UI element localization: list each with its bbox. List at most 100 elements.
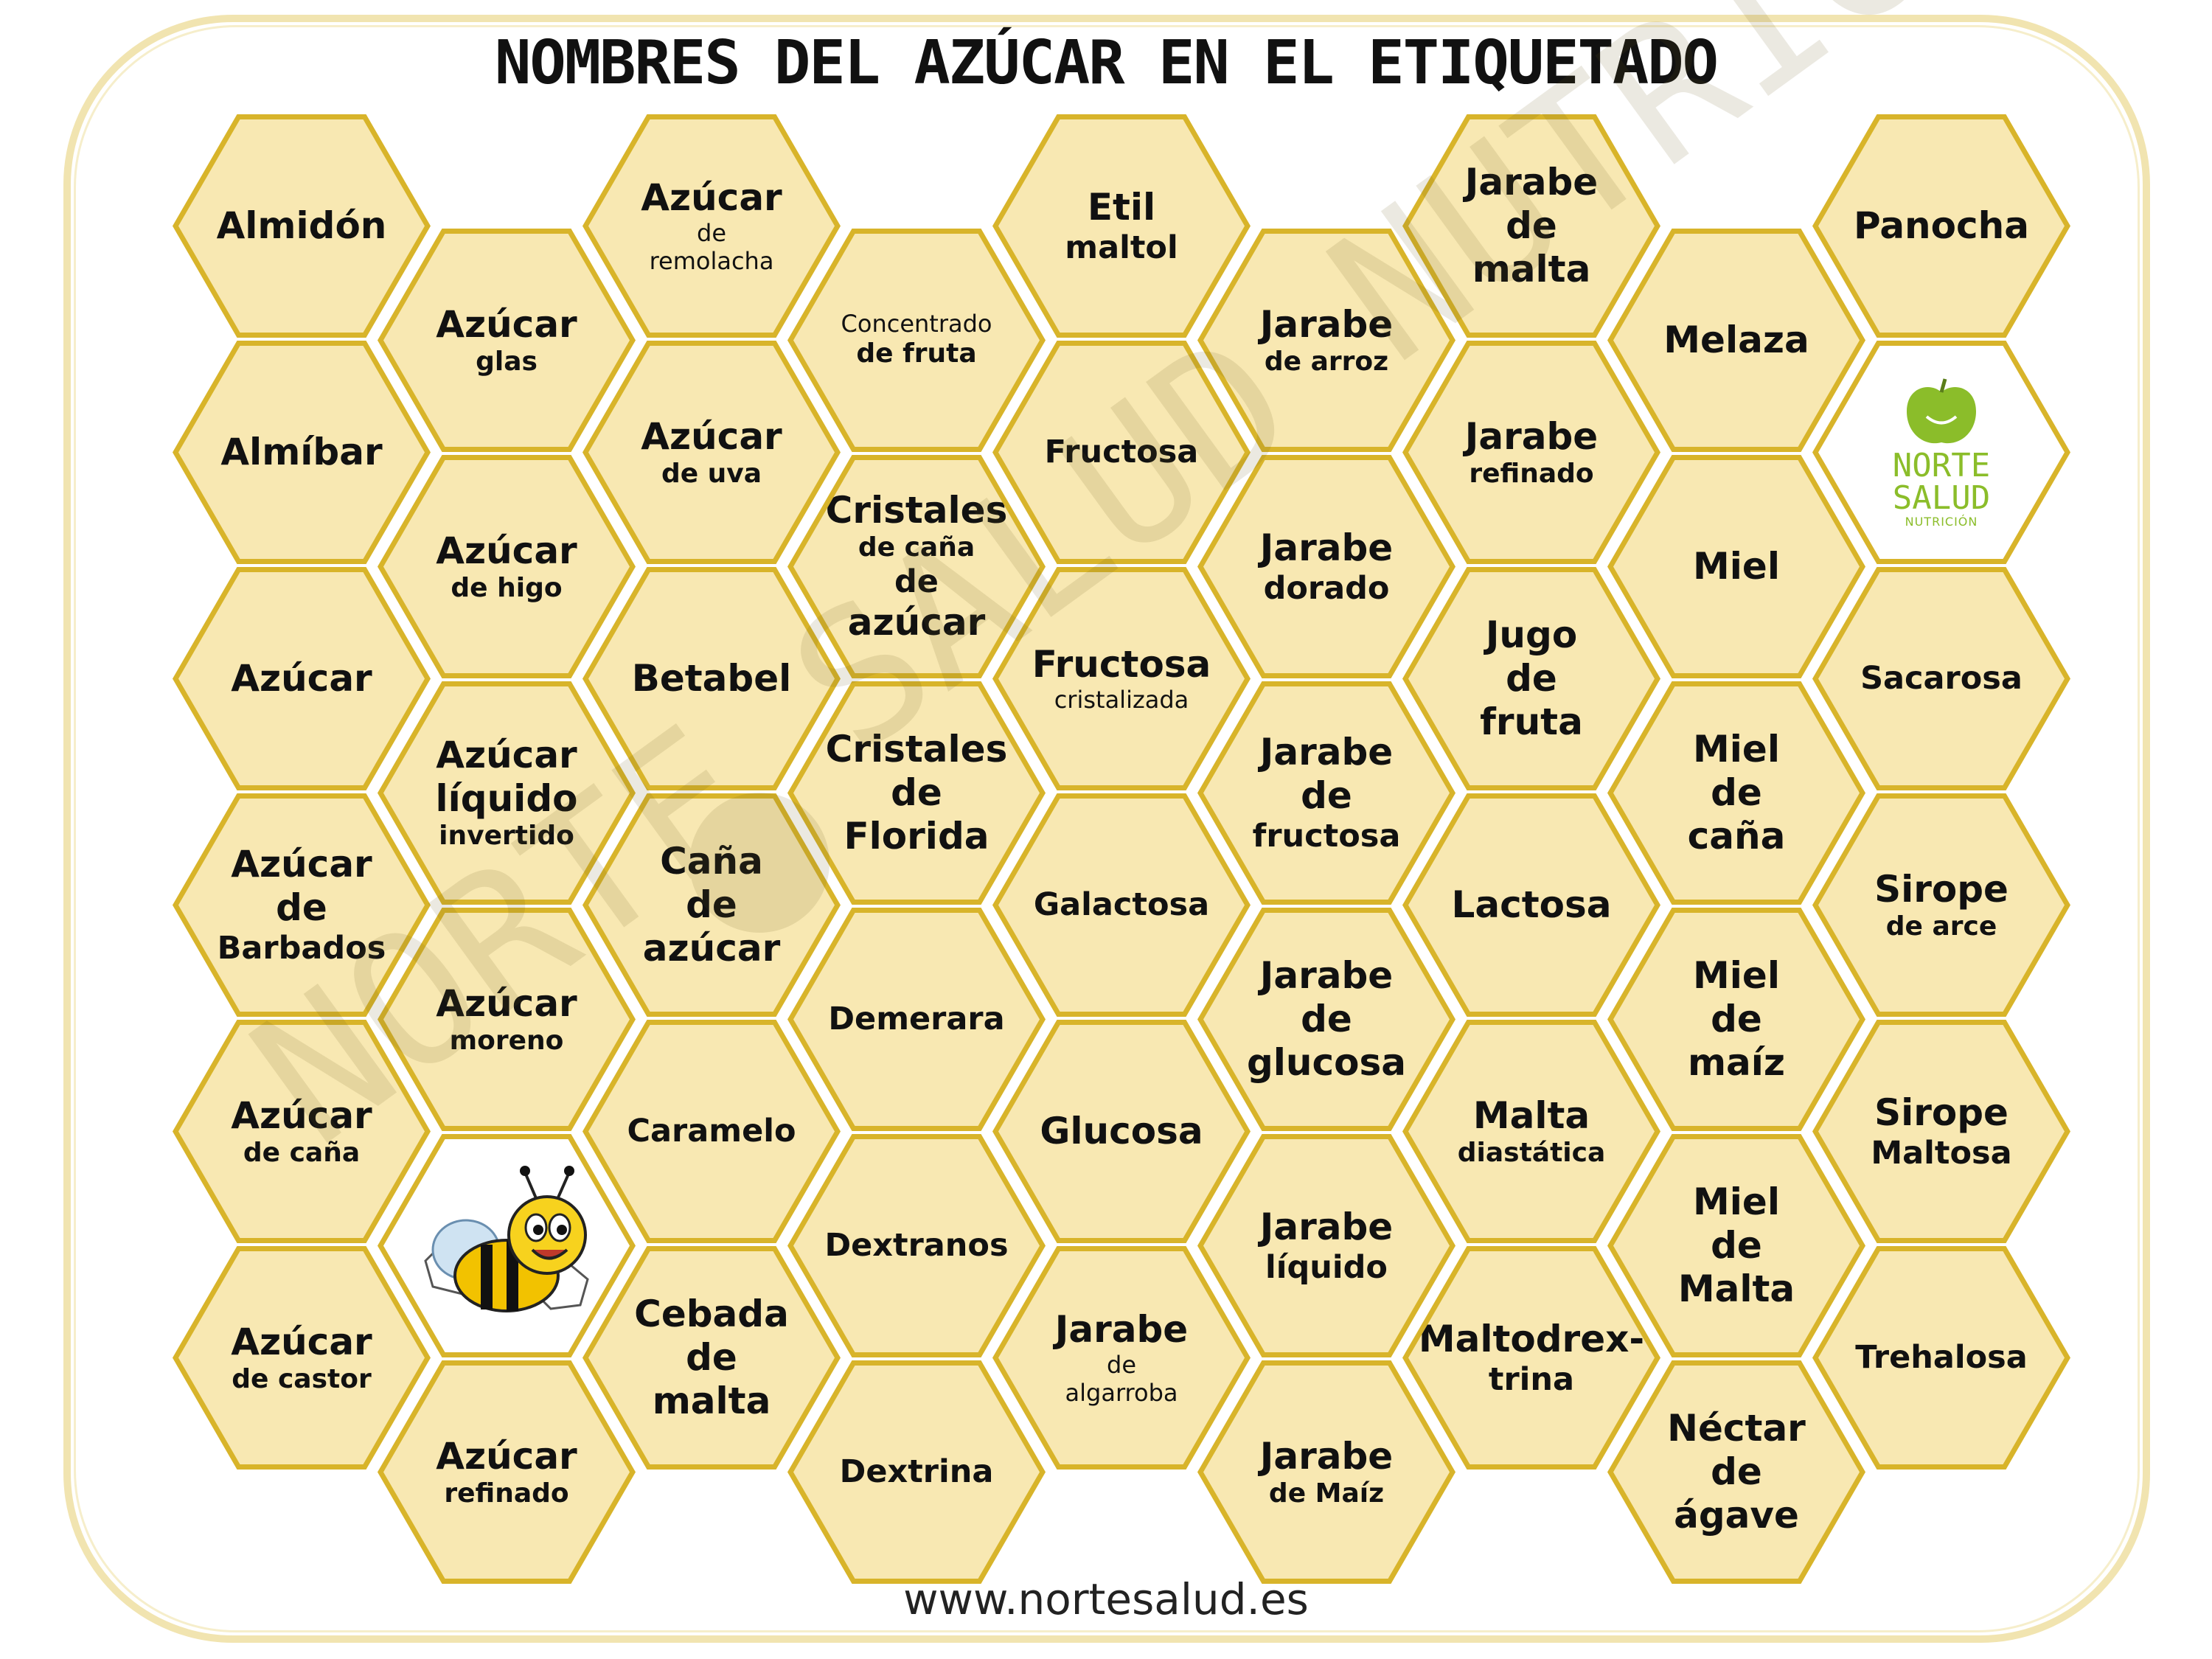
- hex-cell-content: Sacarosa: [1818, 572, 2065, 785]
- hex-cell-label: Galactosa: [1033, 886, 1210, 924]
- hex-cell-label: malta: [1472, 248, 1591, 291]
- hex-cell-label: Jarabe: [1259, 526, 1394, 569]
- page-title: NOMBRES DEL AZÚCAR EN EL ETIQUETADO: [495, 28, 1719, 98]
- hex-cell-label: de: [1107, 1351, 1136, 1380]
- hex-cell-label: Betabel: [631, 657, 792, 700]
- hex-cell-label: de: [686, 1336, 737, 1379]
- hex-cell-label: Sirope: [1874, 867, 2008, 911]
- hex-cell: Jarabe de malta: [1402, 114, 1660, 338]
- website-url[interactable]: www.nortesalud.es: [903, 1574, 1309, 1624]
- hex-cell-label: Glucosa: [1040, 1110, 1203, 1152]
- hex-cell-label: Maltosa: [1871, 1134, 2012, 1172]
- inner-frame: [74, 25, 2140, 1632]
- hex-cell: Fructosa: [992, 341, 1251, 564]
- hex-cell-label: de arce: [1885, 911, 1997, 942]
- hex-cell-content: Azúcar de higo: [383, 460, 630, 673]
- hex-cell-label: de fruta: [856, 338, 977, 369]
- hex-cell-label: malta: [652, 1380, 771, 1422]
- hex-cell-label: de: [1711, 998, 1762, 1040]
- hex-cell-label: glucosa: [1246, 1041, 1406, 1084]
- hex-cell: Jarabe de algarroba: [992, 1246, 1251, 1470]
- apple-icon: [1907, 378, 1976, 444]
- hex-cell-content: Trehalosa: [1818, 1251, 2065, 1464]
- hex-cell-content: Miel de Malta: [1613, 1139, 1860, 1352]
- hex-cell-label: de: [1301, 998, 1352, 1040]
- hex-cell-label: de caña: [858, 532, 975, 563]
- hex-cell-content: Miel de caña: [1613, 686, 1860, 900]
- hex-cell-label: de: [1301, 774, 1352, 818]
- bee-icon: [424, 1165, 589, 1312]
- hex-cell-label: de: [1711, 771, 1762, 814]
- hex-cell-label: Jarabe: [1259, 954, 1394, 997]
- hex-cell-content: Azúcar glas: [383, 234, 630, 447]
- hex-cell-label: azúcar: [642, 927, 781, 970]
- hex-cell-label: cristalizada: [1054, 686, 1189, 714]
- hex-cell-label: Jarabe: [1259, 302, 1394, 346]
- hex-cell: Cristales de Florida: [787, 681, 1046, 905]
- hex-cell-label: Sacarosa: [1860, 660, 2023, 698]
- outer-frame: [63, 15, 2150, 1643]
- hex-cell-label: Azúcar: [231, 843, 372, 886]
- hex-cell: Jarabe de glucosa: [1197, 908, 1455, 1131]
- hex-cell-label: Cristales: [825, 488, 1008, 532]
- hex-cell-label: maltol: [1065, 229, 1178, 266]
- hex-cell-label: Miel: [1693, 728, 1780, 771]
- hex-cell-label: Almidón: [216, 204, 387, 247]
- hex-cell-label: de: [894, 563, 939, 601]
- hex-cell-label: Cristales: [825, 728, 1008, 771]
- hex-cell: Jarabe dorado: [1197, 455, 1455, 678]
- hex-cell-label: Florida: [844, 815, 990, 858]
- hex-cell-label: Panocha: [1854, 204, 2029, 247]
- hex-cell: Fructosa cristalizada: [992, 567, 1251, 790]
- hex-cell-label: Cebada: [634, 1293, 789, 1335]
- hex-cell-content: Sirope Maltosa: [1818, 1025, 2065, 1238]
- hex-cell-label: de: [891, 771, 942, 814]
- hex-cell-content: Miel: [1613, 460, 1860, 673]
- hex-cell-label: glas: [476, 346, 538, 377]
- hex-cell-label: Melaza: [1663, 319, 1809, 361]
- hex-cell: Cristales de caña de azúcar: [787, 455, 1046, 678]
- hex-cell-label: de arroz: [1264, 346, 1389, 377]
- hex-cell-content: Miel de maíz: [1613, 913, 1860, 1126]
- hex-cell-label: Néctar: [1667, 1407, 1806, 1450]
- hex-cell-label: fruta: [1480, 700, 1583, 743]
- hex-cell-label: de higo: [451, 572, 563, 603]
- hex-cell-label: Jarabe: [1464, 161, 1599, 204]
- hex-cell-label: de: [276, 886, 327, 930]
- hex-cell-label: de caña: [243, 1137, 361, 1168]
- hex-cell-label: azúcar: [847, 601, 986, 644]
- hex-cell-content: Néctar de ágave: [1613, 1366, 1860, 1579]
- hex-cell-label: Demerara: [828, 1001, 1005, 1038]
- hex-cell-label: Jugo: [1485, 613, 1578, 656]
- hex-cell-label: maíz: [1687, 1041, 1786, 1084]
- hex-cell-content: Sirope de arce: [1818, 799, 2065, 1012]
- hex-cell: Galactosa: [992, 793, 1251, 1017]
- hex-cell-label: Azúcar: [231, 1320, 372, 1363]
- hex-cell-label: Azúcar: [641, 414, 782, 458]
- hex-cell-label: Jarabe: [1259, 731, 1394, 774]
- hex-cell-label: líquido: [1265, 1248, 1388, 1286]
- hex-cell-label: Caña: [660, 840, 763, 883]
- hex-cell-label: Sirope: [1874, 1091, 2008, 1134]
- hex-cell-label: Jarabe: [1259, 1434, 1394, 1478]
- hex-cell: Jarabe de Maíz: [1197, 1360, 1455, 1584]
- hex-cell-label: Azúcar: [641, 176, 782, 220]
- hex-cell: Miel de Malta: [1607, 1134, 1865, 1357]
- hex-cell-label: Azúcar: [231, 1093, 372, 1137]
- hex-cell-label: trina: [1488, 1360, 1575, 1398]
- hex-cell: Dextrina: [787, 1360, 1046, 1584]
- hex-cell-label: Jarabe: [1259, 1205, 1394, 1248]
- hex-cell-label: Azúcar: [436, 981, 577, 1025]
- hex-cell-label: Fructosa: [1032, 643, 1211, 686]
- hex-cell: Concentrado de fruta: [787, 229, 1046, 452]
- hex-cell-content: NORTE SALUD NUTRICIÓN: [1818, 346, 2065, 559]
- hex-cell-label: refinado: [1469, 458, 1594, 489]
- logo-text-norte: NORTE: [1892, 447, 1991, 484]
- hex-cell-label: moreno: [449, 1025, 564, 1056]
- hex-cell: Demerara: [787, 908, 1046, 1131]
- hex-cell-label: Maltodrex-: [1418, 1317, 1645, 1360]
- hex-cell-label: Almíbar: [220, 431, 383, 473]
- hex-cell-label: de: [1506, 204, 1557, 247]
- hex-cell-label: Caramelo: [627, 1113, 796, 1150]
- hex-cell-label: de: [1506, 657, 1557, 700]
